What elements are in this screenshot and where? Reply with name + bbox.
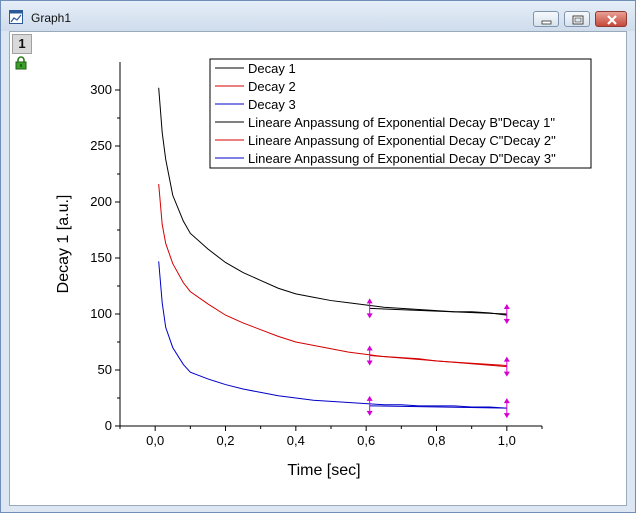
y-tick-label: 150 xyxy=(90,250,112,265)
y-tick-label: 250 xyxy=(90,138,112,153)
range-marker-arrow-down xyxy=(503,371,510,377)
graph-page: 1 0 50 100 150 200 250 300 0,0 0,2 0,4 0,6 0,8 1,0 T… xyxy=(9,31,627,506)
series-line-decay-3 xyxy=(158,261,507,409)
minimize-button[interactable] xyxy=(533,11,559,27)
maximize-button[interactable] xyxy=(564,11,590,27)
x-tick-label: 1,0 xyxy=(498,433,516,448)
range-marker-arrow-down xyxy=(366,360,373,366)
chart: 0 50 100 150 200 250 300 0,0 0,2 0,4 0,6 0,8 1,0 Tim… xyxy=(55,58,592,479)
fit-line-3 xyxy=(369,405,507,409)
x-tick-label: 0,4 xyxy=(287,433,305,448)
series-line-decay-2 xyxy=(158,184,507,367)
range-marker-arrow-up xyxy=(503,356,510,362)
legend-item-fit-3: Lineare Anpassung of Exponential Decay D… xyxy=(248,151,556,166)
legend-item-decay-2: Decay 2 xyxy=(248,79,296,94)
y-tick-label: 200 xyxy=(90,194,112,209)
legend-item-fit-2: Lineare Anpassung of Exponential Decay C… xyxy=(248,133,556,148)
close-button[interactable] xyxy=(595,11,627,27)
y-tick-label: 50 xyxy=(98,362,112,377)
y-tick-label: 100 xyxy=(90,306,112,321)
x-tick-label: 0,0 xyxy=(146,433,164,448)
fit-line-1 xyxy=(369,307,507,315)
series-group xyxy=(158,87,507,409)
layer-tab[interactable]: 1 xyxy=(12,34,32,54)
range-marker-arrow-down xyxy=(503,319,510,324)
title-bar[interactable]: Graph1 xyxy=(1,1,635,31)
range-marker-arrow-down xyxy=(503,413,510,419)
range-marker-arrow-up xyxy=(503,398,510,404)
fit-line-2 xyxy=(369,354,507,368)
close-icon xyxy=(607,15,617,25)
maximize-icon xyxy=(572,15,584,25)
x-tick-label: 0,6 xyxy=(357,433,375,448)
graph-window-icon[interactable] xyxy=(9,10,23,24)
legend-item-decay-1: Decay 1 xyxy=(248,61,296,76)
y-axis-title: Decay 1 [a.u.] xyxy=(55,195,72,294)
legend-box xyxy=(209,58,592,169)
x-tick-label: 0,8 xyxy=(427,433,445,448)
minimize-icon xyxy=(541,20,552,25)
range-marker-arrow-down xyxy=(366,313,373,319)
legend-item-fit-1: Lineare Anpassung of Exponential Decay B… xyxy=(248,115,555,130)
range-marker-arrow-up xyxy=(366,395,373,401)
axes: 0 50 100 150 200 250 300 0,0 0,2 0,4 0,6 0,8 1,0 xyxy=(90,62,543,448)
y-tick-label: 300 xyxy=(90,82,112,97)
legend-item-decay-3: Decay 3 xyxy=(248,97,296,112)
range-marker-arrow-down xyxy=(366,410,373,416)
window-title: Graph1 xyxy=(31,11,72,25)
legend[interactable]: Decay 1 Decay 2 Decay 3 Lineare Anpassun… xyxy=(209,58,592,169)
range-marker-arrow-up xyxy=(366,298,373,304)
range-markers xyxy=(366,298,510,419)
range-marker-arrow-up xyxy=(503,304,510,309)
lock-icon[interactable] xyxy=(15,56,27,75)
x-axis-title: Time [sec] xyxy=(287,462,360,479)
range-marker-arrow-up xyxy=(366,345,373,351)
y-tick-label: 0 xyxy=(105,418,112,433)
x-tick-label: 0,2 xyxy=(216,433,234,448)
